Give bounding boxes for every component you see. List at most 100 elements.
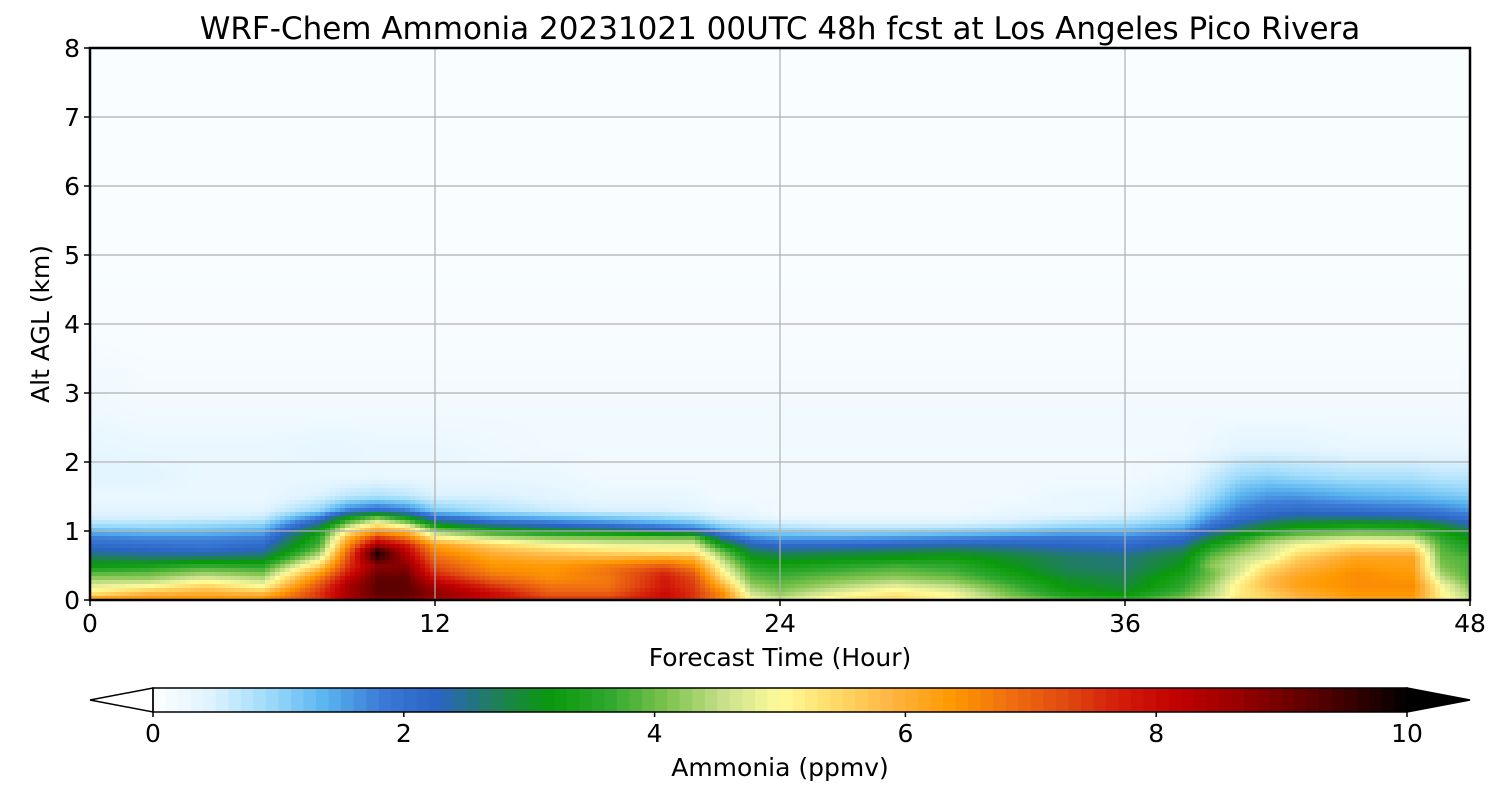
heatmap-cell bbox=[630, 76, 636, 81]
heatmap-cell bbox=[720, 64, 726, 69]
heatmap-cell bbox=[1185, 60, 1191, 65]
heatmap-cell bbox=[1115, 76, 1121, 81]
heatmap-cell bbox=[545, 76, 551, 81]
heatmap-cell bbox=[1400, 60, 1406, 65]
heatmap-cell bbox=[1320, 76, 1326, 81]
heatmap-cell bbox=[400, 56, 406, 61]
heatmap-cell bbox=[720, 56, 726, 61]
heatmap-cell bbox=[975, 64, 981, 69]
heatmap-cell bbox=[840, 84, 846, 89]
heatmap-cell bbox=[1195, 56, 1201, 61]
heatmap-cell bbox=[605, 76, 611, 81]
heatmap-cell bbox=[710, 52, 716, 57]
heatmap-cell bbox=[405, 72, 411, 77]
heatmap-cell bbox=[375, 76, 381, 81]
heatmap-cell bbox=[340, 76, 346, 81]
heatmap-cell bbox=[1375, 80, 1381, 85]
heatmap-cell bbox=[190, 76, 196, 81]
heatmap-cell bbox=[1055, 56, 1061, 61]
heatmap-cell bbox=[140, 60, 146, 65]
heatmap-cell bbox=[895, 80, 901, 85]
heatmap-cell bbox=[920, 68, 926, 73]
heatmap-cell bbox=[375, 84, 381, 89]
heatmap-cell bbox=[1455, 56, 1461, 61]
heatmap-cell bbox=[1165, 72, 1171, 77]
heatmap-cell bbox=[270, 64, 276, 69]
heatmap-cell bbox=[1430, 72, 1436, 77]
heatmap-cell bbox=[355, 72, 361, 77]
heatmap-cell bbox=[330, 76, 336, 81]
heatmap-cell bbox=[1020, 76, 1026, 81]
heatmap-cell bbox=[370, 64, 376, 69]
heatmap-cell bbox=[450, 64, 456, 69]
heatmap-cell bbox=[545, 68, 551, 73]
heatmap-cell bbox=[220, 52, 226, 57]
heatmap-cell bbox=[155, 60, 161, 65]
heatmap-cell bbox=[1125, 64, 1131, 69]
heatmap-cell bbox=[375, 68, 381, 73]
heatmap-cell bbox=[1430, 52, 1436, 57]
heatmap-cell bbox=[1230, 60, 1236, 65]
heatmap-cell bbox=[1045, 52, 1051, 57]
heatmap-cell bbox=[365, 56, 371, 61]
heatmap-cell bbox=[360, 56, 366, 61]
heatmap-cell bbox=[865, 52, 871, 57]
heatmap-cell bbox=[710, 72, 716, 77]
heatmap-cell bbox=[875, 72, 881, 77]
heatmap-cell bbox=[805, 52, 811, 57]
heatmap-cell bbox=[250, 64, 256, 69]
heatmap-cell bbox=[795, 76, 801, 81]
heatmap-cell bbox=[300, 76, 306, 81]
heatmap-cell bbox=[265, 56, 271, 61]
heatmap-cell bbox=[790, 76, 796, 81]
heatmap-cell bbox=[665, 72, 671, 77]
heatmap-cell bbox=[825, 52, 831, 57]
heatmap-cell bbox=[865, 80, 871, 85]
heatmap-cell bbox=[515, 52, 521, 57]
heatmap-cell bbox=[400, 76, 406, 81]
heatmap-cell bbox=[1330, 60, 1336, 65]
heatmap-cell bbox=[915, 72, 921, 77]
heatmap-cell bbox=[290, 56, 296, 61]
heatmap-cell bbox=[565, 80, 571, 85]
heatmap-cell bbox=[1410, 64, 1416, 69]
heatmap-cell bbox=[1285, 56, 1291, 61]
heatmap-cell bbox=[840, 68, 846, 73]
heatmap-cell bbox=[230, 84, 236, 89]
heatmap-cell bbox=[1135, 76, 1141, 81]
heatmap-cell bbox=[945, 56, 951, 61]
heatmap-cell bbox=[595, 68, 601, 73]
heatmap-cell bbox=[675, 80, 681, 85]
heatmap-cell bbox=[1370, 80, 1376, 85]
heatmap-cell bbox=[875, 68, 881, 73]
heatmap-cell bbox=[925, 80, 931, 85]
heatmap-cell bbox=[1090, 64, 1096, 69]
heatmap-cell bbox=[345, 72, 351, 77]
heatmap-cell bbox=[95, 64, 101, 69]
heatmap-cell bbox=[1325, 56, 1331, 61]
heatmap-cell bbox=[495, 72, 501, 77]
heatmap-cell bbox=[240, 76, 246, 81]
heatmap-cell bbox=[1315, 60, 1321, 65]
heatmap-cell bbox=[1145, 80, 1151, 85]
heatmap-cell bbox=[395, 64, 401, 69]
heatmap-cell bbox=[1060, 80, 1066, 85]
heatmap-cell bbox=[240, 84, 246, 89]
heatmap-cell bbox=[420, 80, 426, 85]
heatmap-cell bbox=[1460, 56, 1466, 61]
heatmap-cell bbox=[645, 76, 651, 81]
heatmap-cell bbox=[390, 76, 396, 81]
heatmap-cell bbox=[590, 56, 596, 61]
heatmap-cell bbox=[935, 72, 941, 77]
heatmap-cell bbox=[1325, 80, 1331, 85]
heatmap-cell bbox=[1390, 80, 1396, 85]
heatmap-cell bbox=[1320, 68, 1326, 73]
heatmap-cell bbox=[1195, 60, 1201, 65]
heatmap-cell bbox=[655, 72, 661, 77]
heatmap-cell bbox=[460, 52, 466, 57]
heatmap-cell bbox=[450, 76, 456, 81]
heatmap-cell bbox=[285, 72, 291, 77]
heatmap-cell bbox=[535, 56, 541, 61]
heatmap-cell bbox=[640, 84, 646, 89]
heatmap-cell bbox=[780, 52, 786, 57]
